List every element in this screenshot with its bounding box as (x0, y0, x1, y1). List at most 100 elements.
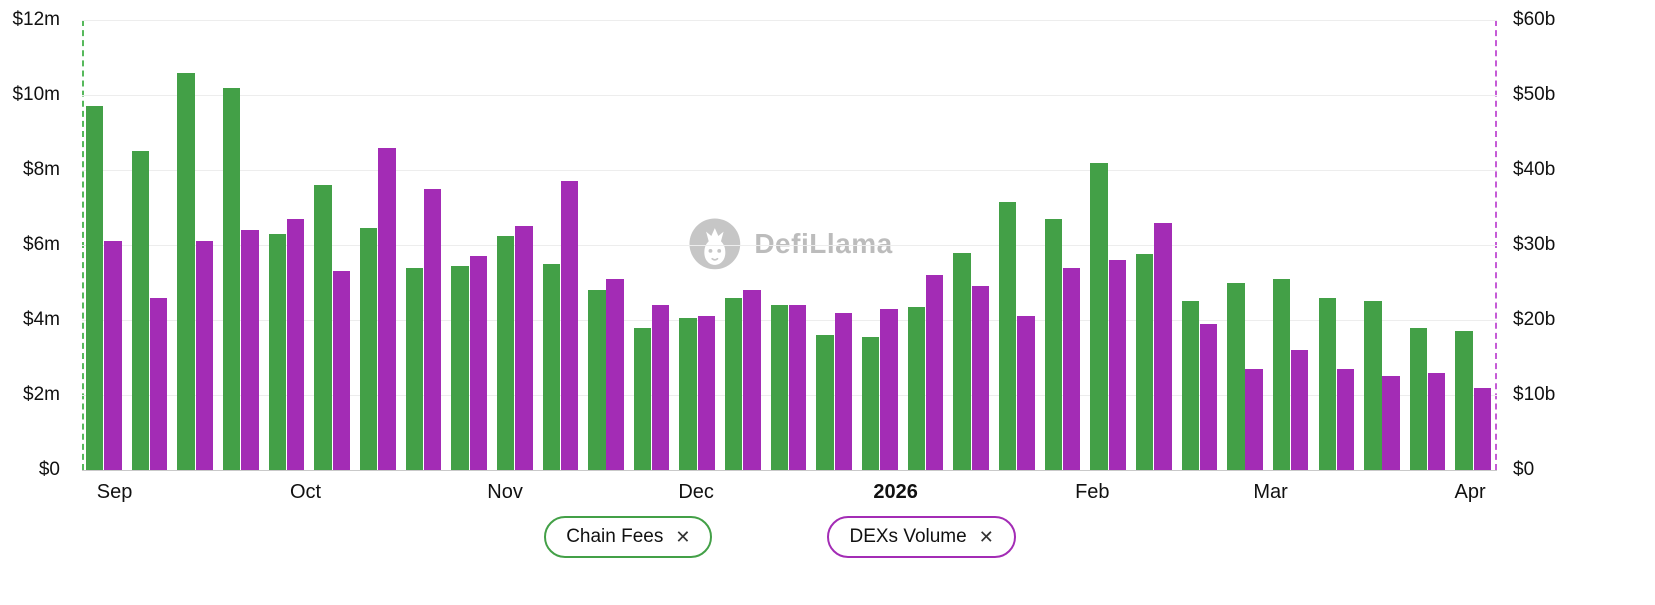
dexs-volume-bar[interactable] (378, 147, 396, 470)
y-axis-right: $0 $10b $20b $30b $40b $50b $60b (1505, 9, 1605, 480)
x-axis-label: 2026 (873, 481, 918, 503)
dexs-volume-bar[interactable] (104, 241, 122, 470)
dexs-volume-bar[interactable] (606, 278, 624, 470)
dexs-volume-bar[interactable] (150, 297, 168, 470)
y-axis-right-label: $30b (1513, 234, 1556, 255)
chain-fees-bar[interactable] (999, 201, 1017, 470)
chain-fees-bar[interactable] (770, 305, 789, 470)
dexs-volume-bar[interactable] (1062, 267, 1081, 470)
watermark-text: DefiLlama (754, 227, 893, 259)
defillama-logo-icon (688, 218, 740, 270)
dexs-volume-bar[interactable] (1199, 323, 1218, 470)
chain-fees-bar[interactable] (268, 233, 287, 470)
legend: Chain Fees ✕ DEXs Volume ✕ (0, 516, 1560, 558)
x-axis-label: Nov (487, 481, 523, 503)
dexs-volume-bar[interactable] (1245, 368, 1263, 470)
dexs-volume-bar[interactable] (1382, 376, 1400, 470)
chain-fees-bar[interactable] (131, 151, 150, 470)
y-axis-right-label: $50b (1513, 84, 1556, 105)
close-icon[interactable]: ✕ (978, 526, 994, 547)
chain-fees-bar[interactable] (314, 185, 332, 470)
chain-fees-bar[interactable] (405, 267, 423, 470)
dexs-volume-bar[interactable] (423, 188, 442, 470)
dexs-volume-bar[interactable] (469, 256, 487, 470)
dexs-volume-bar[interactable] (1017, 316, 1035, 470)
chain-fees-bar[interactable] (496, 235, 515, 470)
dexs-volume-bar[interactable] (925, 275, 944, 470)
chain-fees-bar[interactable] (679, 318, 697, 470)
chain-fees-bar[interactable] (1181, 301, 1199, 470)
y-axis-right-label: $20b (1513, 309, 1556, 330)
x-axis-label: Apr (1454, 481, 1486, 503)
dexs-volume-bar[interactable] (697, 316, 716, 470)
dexs-volume-bar[interactable] (560, 181, 579, 470)
chain-fees-bar[interactable] (451, 265, 469, 470)
x-axis-label: Sep (96, 481, 133, 503)
dexs-volume-bar[interactable] (834, 312, 853, 470)
gridline (82, 470, 1497, 471)
chain-fees-bar[interactable] (177, 72, 195, 470)
dexs-volume-bar[interactable] (1154, 222, 1172, 470)
chain-fees-bar[interactable] (359, 228, 378, 470)
dexs-volume-bar[interactable] (1336, 368, 1355, 470)
dexs-volume-bar[interactable] (743, 290, 761, 470)
dexs-volume-bar[interactable] (332, 271, 350, 470)
y-axis-left-label: $2m (23, 384, 60, 405)
chain-fees-bar[interactable] (542, 263, 560, 470)
plot-area: DefiLlama (82, 20, 1497, 471)
dexs-volume-bar[interactable] (1108, 260, 1126, 470)
legend-chain-fees-label: Chain Fees (566, 526, 664, 547)
dexs-volume-bar[interactable] (789, 305, 807, 470)
gridline (82, 170, 1497, 171)
chain-fees-bar[interactable] (1227, 282, 1245, 470)
dexs-volume-bar[interactable] (971, 286, 989, 470)
dexs-volume-bar[interactable] (1291, 350, 1309, 470)
chain-fees-bar[interactable] (953, 252, 971, 470)
y-axis-right-label: $0 (1513, 459, 1535, 480)
chain-fees-bar[interactable] (907, 306, 926, 470)
legend-dexs-volume-label: DEXs Volume (849, 526, 967, 547)
dexs-volume-bar[interactable] (286, 218, 305, 470)
y-axis-left-label: $8m (23, 159, 60, 180)
chain-fees-bar[interactable] (588, 290, 606, 470)
dexs-volume-bar[interactable] (195, 241, 213, 470)
chain-fees-bar[interactable] (1318, 297, 1336, 470)
dexs-volume-bar[interactable] (652, 305, 670, 470)
chain-fees-bar[interactable] (633, 327, 652, 470)
y-axis-right-label: $10b (1513, 384, 1556, 405)
chain-fees-bar[interactable] (725, 297, 743, 470)
y-axis-left-label: $4m (23, 309, 60, 330)
chain-fees-bar[interactable] (862, 336, 880, 470)
y-axis-right-label: $40b (1513, 159, 1556, 180)
dexs-volume-bar[interactable] (1473, 387, 1492, 470)
chain-fees-bar[interactable] (86, 106, 104, 470)
close-icon[interactable]: ✕ (675, 526, 691, 547)
chain-fees-bar[interactable] (1272, 278, 1291, 470)
x-axis-label: Feb (1075, 481, 1110, 503)
dexs-volume-bar[interactable] (1428, 372, 1446, 470)
y-axis-right-label: $60b (1513, 9, 1556, 30)
chain-fees-bar[interactable] (1455, 331, 1473, 470)
chain-fees-bar[interactable] (1044, 218, 1062, 470)
y-axis-left-label: $0 (38, 459, 60, 480)
x-axis-label: Oct (290, 481, 322, 503)
chain-fees-bar[interactable] (1409, 327, 1428, 470)
chain-fees-bar[interactable] (1135, 254, 1154, 470)
legend-dexs-volume[interactable]: DEXs Volume ✕ (827, 516, 1016, 558)
x-axis-label: Mar (1253, 481, 1288, 503)
defillama-watermark: DefiLlama (686, 216, 892, 272)
chain-fees-bar[interactable] (1364, 301, 1382, 470)
y-axis-left-label: $10m (12, 84, 60, 105)
dexs-volume-bar[interactable] (880, 308, 898, 470)
gridline (82, 95, 1497, 96)
chain-fees-bar[interactable] (816, 335, 834, 470)
legend-chain-fees[interactable]: Chain Fees ✕ (544, 516, 713, 558)
dexs-volume-bar[interactable] (515, 226, 533, 470)
x-axis: Sep Oct Nov Dec 2026 Feb Mar Apr (82, 481, 1497, 511)
chain-fees-bar[interactable] (1090, 162, 1108, 470)
dexs-volume-bar[interactable] (241, 230, 259, 470)
y-axis-left-label: $12m (12, 9, 60, 30)
chain-fees-bar[interactable] (223, 87, 241, 470)
x-axis-label: Dec (678, 481, 714, 503)
